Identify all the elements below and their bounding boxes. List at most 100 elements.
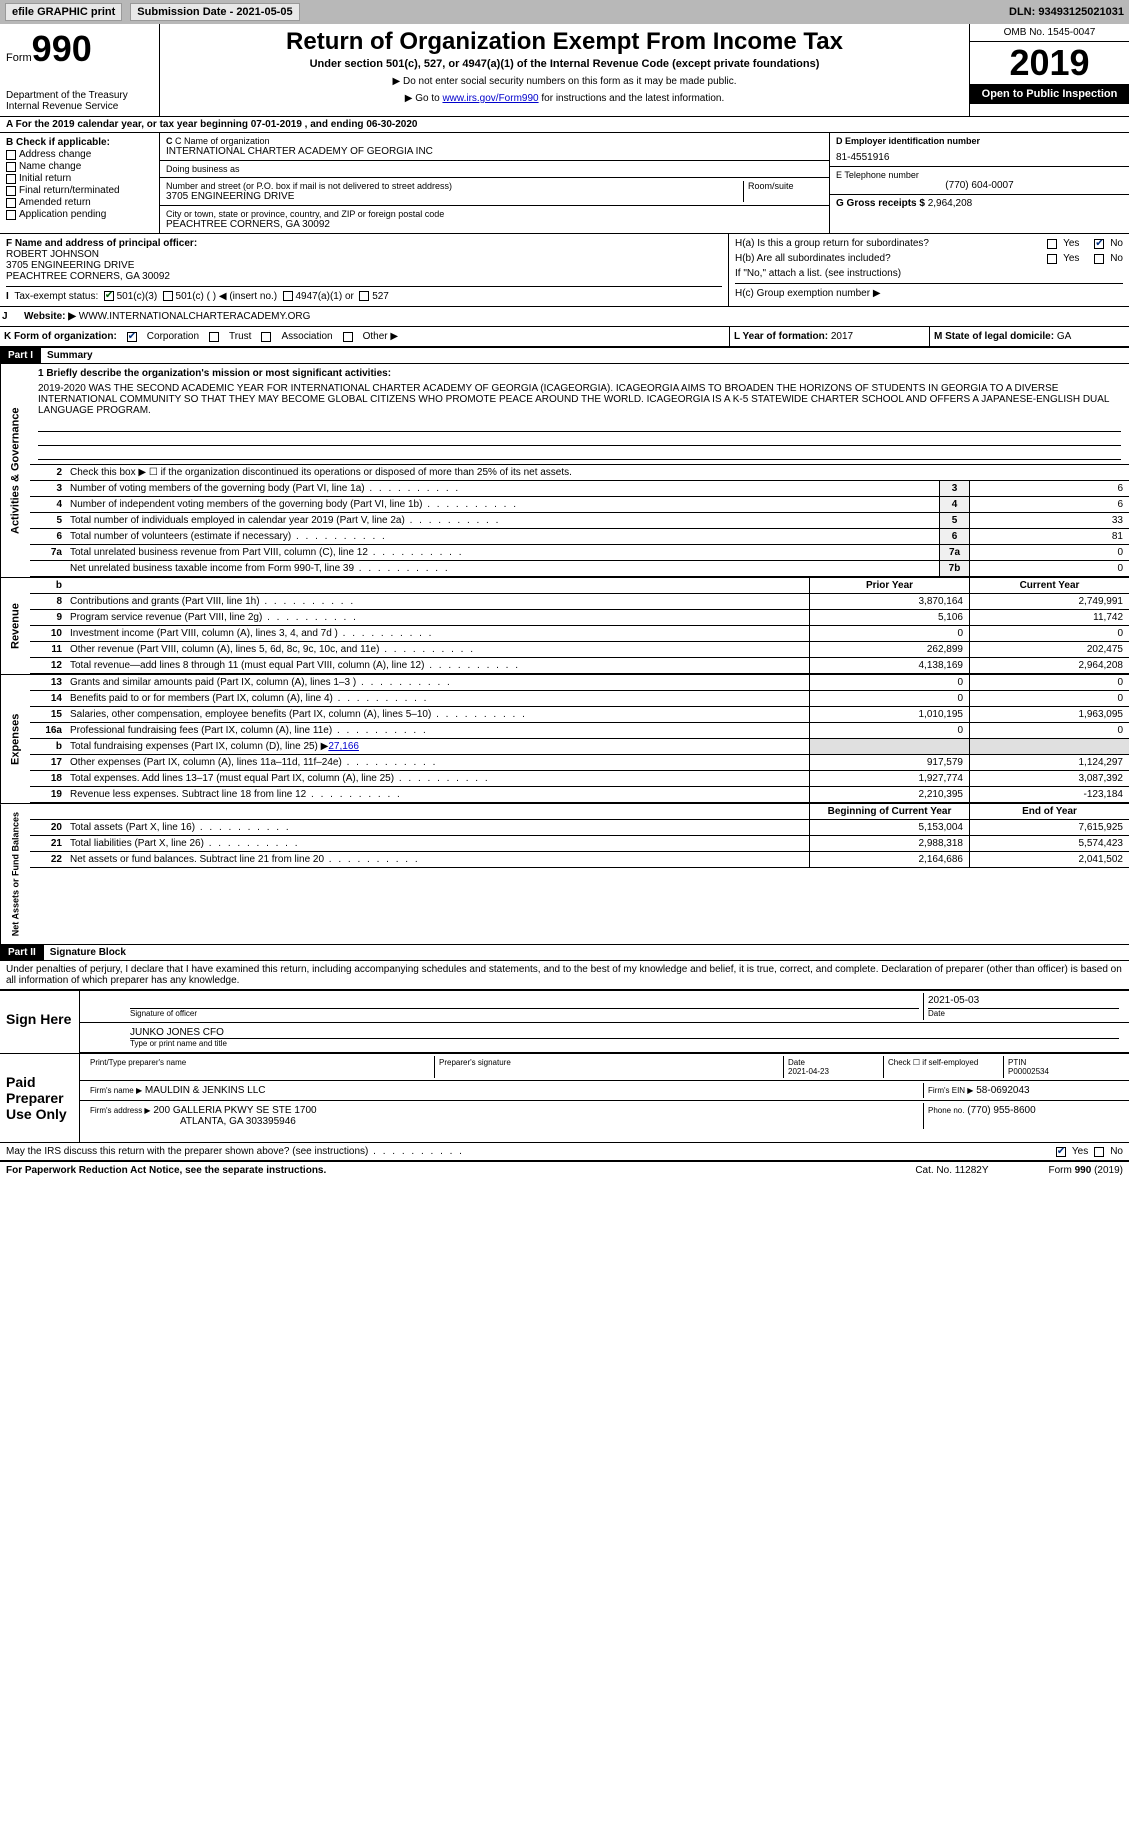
gross-receipts-label: G Gross receipts $ [836, 198, 925, 209]
part-1-header: Part I Summary [0, 347, 1129, 364]
line-15-desc: Salaries, other compensation, employee b… [66, 707, 809, 722]
line-15-current: 1,963,095 [969, 707, 1129, 722]
street-value: 3705 ENGINEERING DRIVE [166, 191, 743, 202]
line-11-desc: Other revenue (Part VIII, column (A), li… [66, 642, 809, 657]
hb-note: If "No," attach a list. (see instruction… [735, 268, 1123, 279]
checkbox-trust[interactable] [209, 332, 219, 342]
line-7a-box: 7a [939, 545, 969, 560]
line-17-desc: Other expenses (Part IX, column (A), lin… [66, 755, 809, 770]
opt-501c: 501(c) ( ) ◀ (insert no.) [176, 291, 278, 302]
hb-yes: Yes [1063, 253, 1079, 264]
firm-name: MAULDIN & JENKINS LLC [145, 1085, 266, 1096]
firm-phone: (770) 955-8600 [967, 1105, 1035, 1116]
row-j: J Website: ▶ WWW.INTERNATIONALCHARTERACA… [0, 307, 1129, 327]
checkbox-ha-yes[interactable] [1047, 239, 1057, 249]
checkbox-discuss-yes[interactable] [1056, 1147, 1066, 1157]
line-20-prior: 5,153,004 [809, 820, 969, 835]
box-b-label: B Check if applicable: [6, 137, 110, 148]
sig-name-value: JUNKO JONES CFO [130, 1027, 1119, 1039]
tax-exempt-label: Tax-exempt status: [14, 291, 98, 302]
efile-print-button[interactable]: efile GRAPHIC print [5, 3, 122, 21]
line-6-desc: Total number of volunteers (estimate if … [66, 529, 939, 544]
line-5-desc: Total number of individuals employed in … [66, 513, 939, 528]
section-governance: Activities & Governance 1 Briefly descri… [0, 364, 1129, 577]
line-16a-current: 0 [969, 723, 1129, 738]
checkbox-assoc[interactable] [261, 332, 271, 342]
omb-number: OMB No. 1545-0047 [970, 24, 1129, 42]
firm-ein: 58-0692043 [976, 1085, 1029, 1096]
discuss-no: No [1110, 1146, 1123, 1157]
line-6-box: 6 [939, 529, 969, 544]
paid-preparer-block: Paid Preparer Use Only Print/Type prepar… [0, 1053, 1129, 1143]
initial-return-label: Initial return [19, 173, 71, 184]
website-value: WWW.INTERNATIONALCHARTERACADEMY.ORG [79, 311, 311, 322]
checkbox-final-return[interactable] [6, 186, 16, 196]
line-6-value: 81 [969, 529, 1129, 544]
checkbox-name-change[interactable] [6, 162, 16, 172]
box-m-label: M State of legal domicile: [934, 331, 1054, 342]
line-4-desc: Number of independent voting members of … [66, 497, 939, 512]
box-h: H(a) Is this a group return for subordin… [729, 234, 1129, 306]
top-bar: efile GRAPHIC print Submission Date - 20… [0, 0, 1129, 24]
checkbox-501c3[interactable] [104, 291, 114, 301]
checkbox-initial-return[interactable] [6, 174, 16, 184]
line-3-box: 3 [939, 481, 969, 496]
dln-label: DLN: 93493125021031 [1009, 6, 1124, 18]
line-3-value: 6 [969, 481, 1129, 496]
firm-addr2: ATLANTA, GA 303395946 [180, 1116, 296, 1127]
line-18-current: 3,087,392 [969, 771, 1129, 786]
ha-no: No [1110, 238, 1123, 249]
line-18-prior: 1,927,774 [809, 771, 969, 786]
opt-corp: Corporation [147, 331, 199, 342]
checkbox-527[interactable] [359, 291, 369, 301]
vlabel-governance: Activities & Governance [0, 364, 30, 577]
opt-501c3: 501(c)(3) [117, 291, 158, 302]
current-year-header: Current Year [969, 578, 1129, 593]
checkbox-hb-yes[interactable] [1047, 254, 1057, 264]
checkbox-other[interactable] [343, 332, 353, 342]
line-20-current: 7,615,925 [969, 820, 1129, 835]
goto-pre: ▶ Go to [405, 93, 443, 104]
line-10-current: 0 [969, 626, 1129, 641]
fgh-row: F Name and address of principal officer:… [0, 234, 1129, 307]
line-20-desc: Total assets (Part X, line 16) [66, 820, 809, 835]
line-3-desc: Number of voting members of the governin… [66, 481, 939, 496]
line-7a-desc: Total unrelated business revenue from Pa… [66, 545, 939, 560]
goto-post: for instructions and the latest informat… [539, 93, 725, 104]
officer-street: 3705 ENGINEERING DRIVE [6, 260, 134, 271]
checkbox-hb-no[interactable] [1094, 254, 1104, 264]
line-16a-desc: Professional fundraising fees (Part IX, … [66, 723, 809, 738]
preparer-date: 2021-04-23 [788, 1067, 829, 1076]
vlabel-expenses: Expenses [0, 675, 30, 803]
checkbox-address-change[interactable] [6, 150, 16, 160]
line-7b-box: 7b [939, 561, 969, 576]
checkbox-discuss-no[interactable] [1094, 1147, 1104, 1157]
box-f-label: F Name and address of principal officer: [6, 238, 197, 249]
line-8-desc: Contributions and grants (Part VIII, lin… [66, 594, 809, 609]
checkbox-4947[interactable] [283, 291, 293, 301]
checkbox-amended-return[interactable] [6, 198, 16, 208]
row-klm: K Form of organization: Corporation Trus… [0, 327, 1129, 347]
opt-527: 527 [372, 291, 389, 302]
box-k-label: K Form of organization: [4, 331, 117, 342]
ein-label: D Employer identification number [836, 136, 980, 146]
ha-yes: Yes [1063, 238, 1079, 249]
line-17-current: 1,124,297 [969, 755, 1129, 770]
line-16b-desc: Total fundraising expenses (Part IX, col… [70, 741, 328, 752]
checkbox-corp[interactable] [127, 332, 137, 342]
line-7b-desc: Net unrelated business taxable income fr… [66, 561, 939, 576]
line-21-prior: 2,988,318 [809, 836, 969, 851]
opt-assoc: Association [281, 331, 332, 342]
checkbox-ha-no[interactable] [1094, 239, 1104, 249]
checkbox-501c[interactable] [163, 291, 173, 301]
officer-name: ROBERT JOHNSON [6, 249, 99, 260]
line-14-desc: Benefits paid to or for members (Part IX… [66, 691, 809, 706]
line-7a-value: 0 [969, 545, 1129, 560]
row-a-tax-year: A For the 2019 calendar year, or tax yea… [0, 117, 1129, 133]
preparer-sig-label: Preparer's signature [434, 1056, 783, 1078]
sign-here-label: Sign Here [0, 991, 80, 1053]
org-name: INTERNATIONAL CHARTER ACADEMY OF GEORGIA… [166, 146, 823, 157]
irs-link[interactable]: www.irs.gov/Form990 [442, 93, 538, 104]
checkbox-application-pending[interactable] [6, 210, 16, 220]
ssn-note: ▶ Do not enter social security numbers o… [166, 76, 963, 87]
